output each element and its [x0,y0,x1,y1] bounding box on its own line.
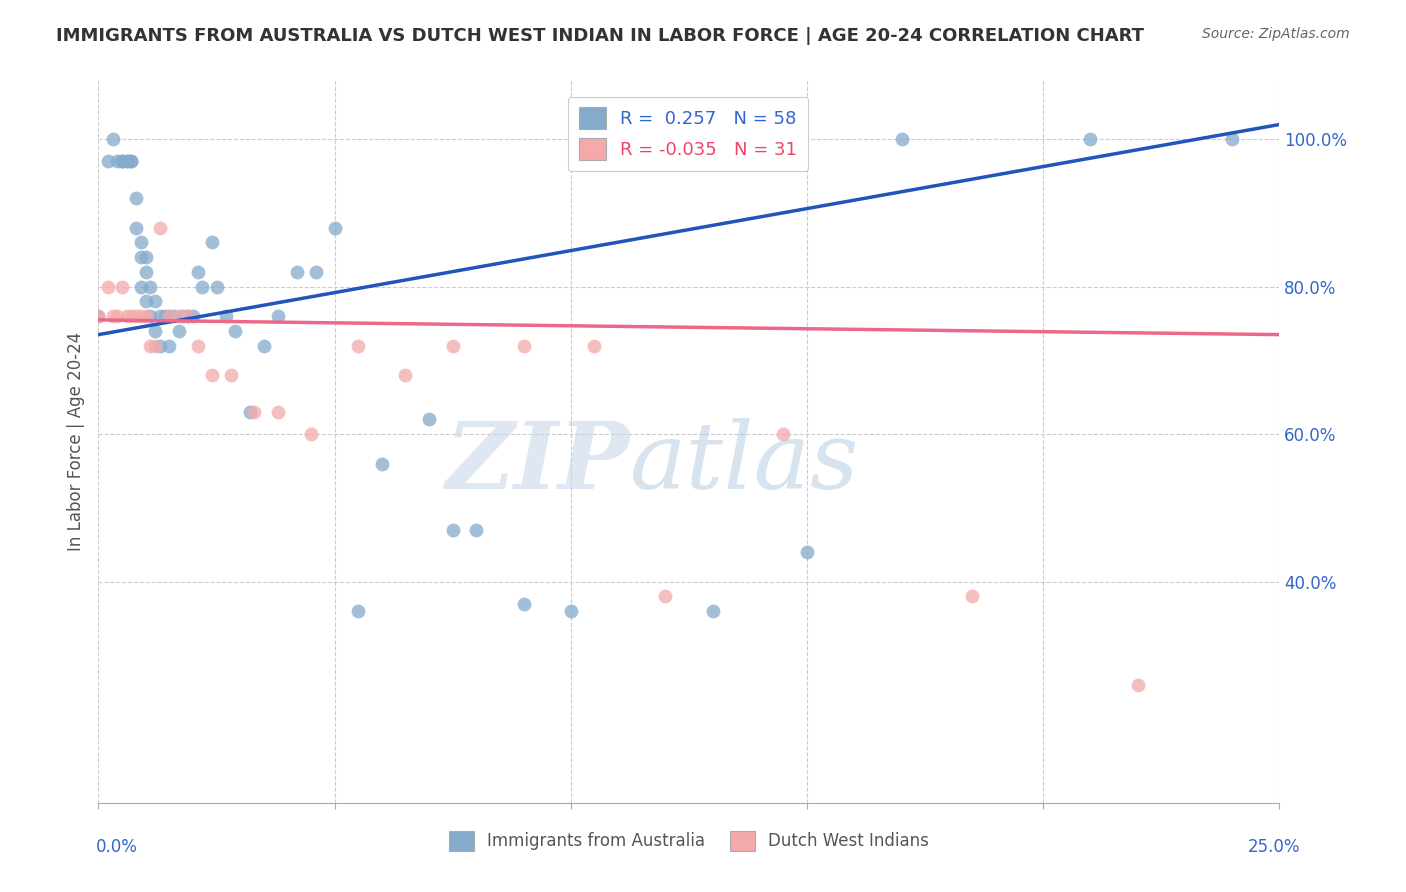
Point [105,309,128,323]
Point [1080,132,1102,146]
Point [115,309,138,323]
Point [1220,132,1243,146]
Point [702,604,724,618]
Point [157,339,180,353]
Point [101,132,124,146]
Point [191,279,214,293]
Point [772,427,794,442]
Legend: Immigrants from Australia, Dutch West Indians: Immigrants from Australia, Dutch West In… [440,822,938,860]
Point [139,279,162,293]
Point [121,154,143,169]
Point [129,309,152,323]
Text: IMMIGRANTS FROM AUSTRALIA VS DUTCH WEST INDIAN IN LABOR FORCE | AGE 20-24 CORREL: IMMIGRANTS FROM AUSTRALIA VS DUTCH WEST … [56,27,1144,45]
Text: 0.0%: 0.0% [96,838,138,855]
Text: 25.0%: 25.0% [1249,838,1301,855]
Point [167,324,190,338]
Point [129,250,152,264]
Point [153,309,176,323]
Point [253,339,276,353]
Point [172,309,194,323]
Point [654,590,676,604]
Point [181,309,204,323]
Point [125,220,148,235]
Point [418,412,440,426]
Point [205,279,228,293]
Point [129,235,152,250]
Point [125,309,148,323]
Point [167,309,190,323]
Text: Source: ZipAtlas.com: Source: ZipAtlas.com [1202,27,1350,41]
Point [101,309,124,323]
Point [441,339,464,353]
Point [157,309,180,323]
Point [149,309,172,323]
Point [149,220,172,235]
Point [177,309,200,323]
Point [219,368,242,383]
Point [143,339,166,353]
Point [187,339,209,353]
Point [512,597,534,611]
Point [135,294,157,309]
Point [163,309,186,323]
Point [323,220,346,235]
Point [111,279,134,293]
Point [135,309,157,323]
Text: atlas: atlas [630,418,859,508]
Point [305,265,328,279]
Point [394,368,416,383]
Point [121,154,143,169]
Point [201,368,224,383]
Point [143,294,166,309]
Point [962,590,984,604]
Point [512,339,534,353]
Point [239,405,262,419]
Point [607,132,630,146]
Point [111,154,134,169]
Point [215,309,238,323]
Point [347,339,370,353]
Text: ZIP: ZIP [446,418,630,508]
Point [243,405,266,419]
Point [224,324,246,338]
Point [441,523,464,537]
Point [157,309,180,323]
Point [187,265,209,279]
Point [890,132,912,146]
Point [371,457,394,471]
Point [149,339,172,353]
Point [97,279,120,293]
Point [139,309,162,323]
Point [135,265,157,279]
Point [177,309,200,323]
Point [105,154,128,169]
Point [654,132,676,146]
Point [115,154,138,169]
Point [111,154,134,169]
Point [97,154,120,169]
Point [285,265,308,279]
Point [267,309,290,323]
Point [347,604,370,618]
Point [143,324,166,338]
Point [129,279,152,293]
Point [299,427,322,442]
Point [560,604,582,618]
Point [115,154,138,169]
Point [465,523,488,537]
Point [139,339,162,353]
Point [267,405,290,419]
Point [201,235,224,250]
Point [796,545,818,559]
Y-axis label: In Labor Force | Age 20-24: In Labor Force | Age 20-24 [66,332,84,551]
Point [135,250,157,264]
Point [87,309,110,323]
Point [125,191,148,205]
Point [87,309,110,323]
Point [583,339,606,353]
Point [1126,678,1149,692]
Point [121,309,143,323]
